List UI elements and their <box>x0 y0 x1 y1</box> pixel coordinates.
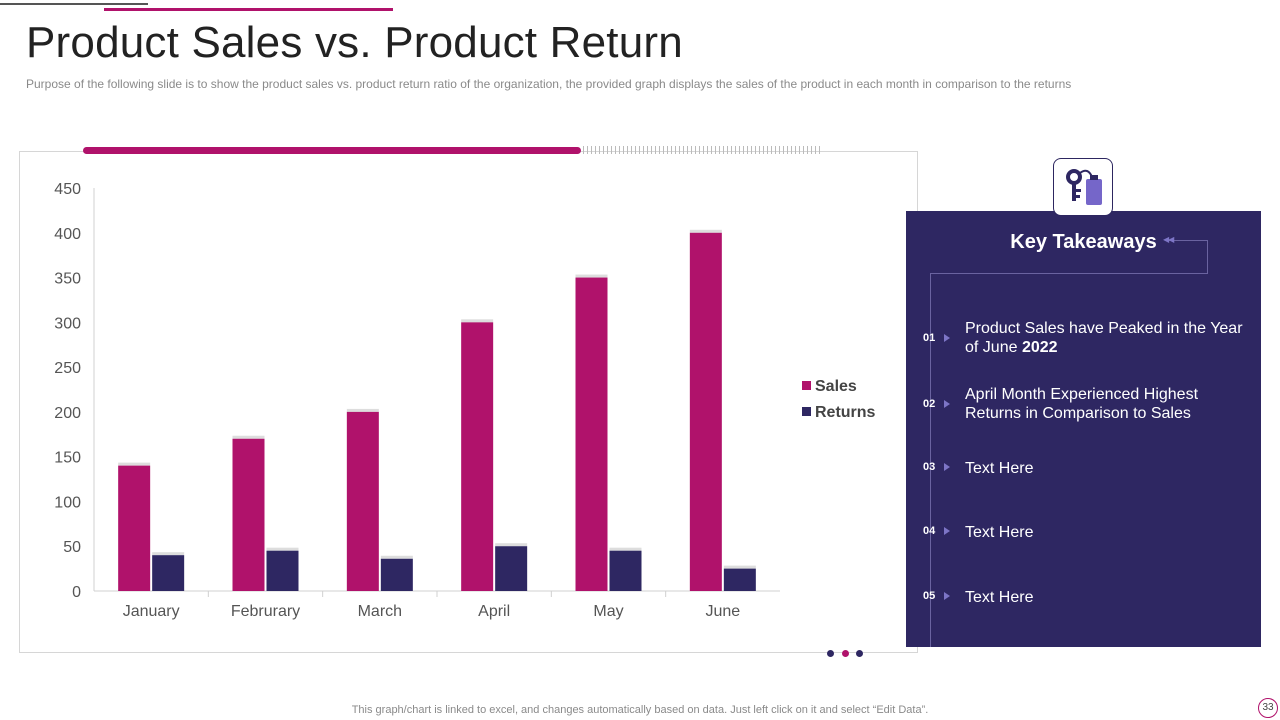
legend-label: Returns <box>815 404 876 421</box>
y-tick-label: 400 <box>54 226 81 243</box>
y-tick-label: 200 <box>54 405 81 422</box>
sales-bar <box>346 411 379 591</box>
y-tick-label: 150 <box>54 450 81 467</box>
returns-bar <box>380 558 413 591</box>
decor-dots <box>827 650 867 658</box>
keys-bag-icon <box>1053 158 1113 216</box>
page-number: 33 <box>1258 698 1278 718</box>
legend-swatch <box>802 381 811 390</box>
x-tick-label: Februrary <box>231 603 300 620</box>
footer-note: This graph/chart is linked to excel, and… <box>351 704 929 716</box>
chart-hatch-bar <box>583 146 821 154</box>
returns-bar <box>266 550 299 591</box>
sales-bar <box>232 438 265 591</box>
y-tick-label: 300 <box>54 315 81 332</box>
decor-dot <box>827 650 834 657</box>
y-tick-label: 350 <box>54 271 81 288</box>
x-tick-label: May <box>593 603 623 620</box>
bar-shadow <box>118 462 151 466</box>
takeaway-number: 02 <box>923 398 936 410</box>
takeaway-number: 03 <box>923 461 936 473</box>
triangle-icon <box>944 592 950 600</box>
bar-shadow <box>232 435 265 439</box>
takeaway-text: Text Here <box>965 460 1034 477</box>
takeaways-title: Key Takeaways <box>1010 231 1157 253</box>
returns-bar <box>723 568 756 591</box>
x-tick-label: June <box>705 603 740 620</box>
panel-connector <box>930 273 931 647</box>
returns-bar <box>152 555 185 591</box>
bar-shadow <box>266 547 299 551</box>
triangle-icon <box>944 400 950 408</box>
sales-bar <box>575 277 608 591</box>
top-accent-line <box>104 8 393 11</box>
triangle-icon <box>944 463 950 471</box>
chart-accent-bar <box>83 147 581 154</box>
sales-bar <box>118 465 151 591</box>
takeaway-text: Product Sales have Peaked in the Year of… <box>965 320 1243 356</box>
decor-dot <box>842 650 849 657</box>
double-arrow-icon: ◀◀ <box>1163 235 1174 244</box>
returns-bar <box>495 546 528 591</box>
slide-subtitle: Purpose of the following slide is to sho… <box>26 77 1072 91</box>
bar-shadow <box>689 229 722 233</box>
y-tick-label: 0 <box>72 584 81 601</box>
x-tick-label: January <box>123 603 180 620</box>
sales-bar <box>461 322 494 591</box>
panel-connector <box>1168 240 1208 241</box>
y-tick-label: 50 <box>63 539 81 556</box>
bar-shadow <box>723 565 756 569</box>
x-tick-label: March <box>358 603 402 620</box>
sales-bar <box>689 232 722 591</box>
slide-title: Product Sales vs. Product Return <box>26 18 683 67</box>
bar-shadow <box>495 543 528 547</box>
legend-swatch <box>802 407 811 416</box>
bar-shadow <box>609 547 642 551</box>
bar-shadow <box>346 408 379 412</box>
takeaway-number: 05 <box>923 590 936 602</box>
triangle-icon <box>944 527 950 535</box>
bar-shadow <box>461 319 494 323</box>
decor-dot <box>856 650 863 657</box>
takeaway-text: April Month Experienced Highest Returns … <box>965 386 1199 422</box>
takeaway-text: Text Here <box>965 589 1034 606</box>
returns-bar <box>609 550 642 591</box>
takeaway-text: Text Here <box>965 524 1034 541</box>
panel-connector <box>930 273 1208 274</box>
x-tick-label: April <box>478 603 510 620</box>
y-tick-label: 250 <box>54 360 81 377</box>
bar-shadow <box>152 552 185 556</box>
top-decor-line <box>0 3 148 5</box>
y-tick-label: 100 <box>54 494 81 511</box>
takeaway-number: 04 <box>923 525 936 537</box>
panel-connector <box>1207 240 1208 273</box>
y-tick-label: 450 <box>54 181 81 198</box>
key-takeaways-panel: Key Takeaways ◀◀ 01 Product Sales have P… <box>906 211 1261 647</box>
triangle-icon <box>944 334 950 342</box>
takeaway-number: 01 <box>923 332 936 344</box>
bar-shadow <box>380 555 413 559</box>
sales-returns-chart[interactable]: 0 50 100 150 200 250 300 350 400 450 January Februr… <box>0 0 900 660</box>
bar-shadow <box>575 274 608 278</box>
legend-label: Sales <box>815 378 857 395</box>
